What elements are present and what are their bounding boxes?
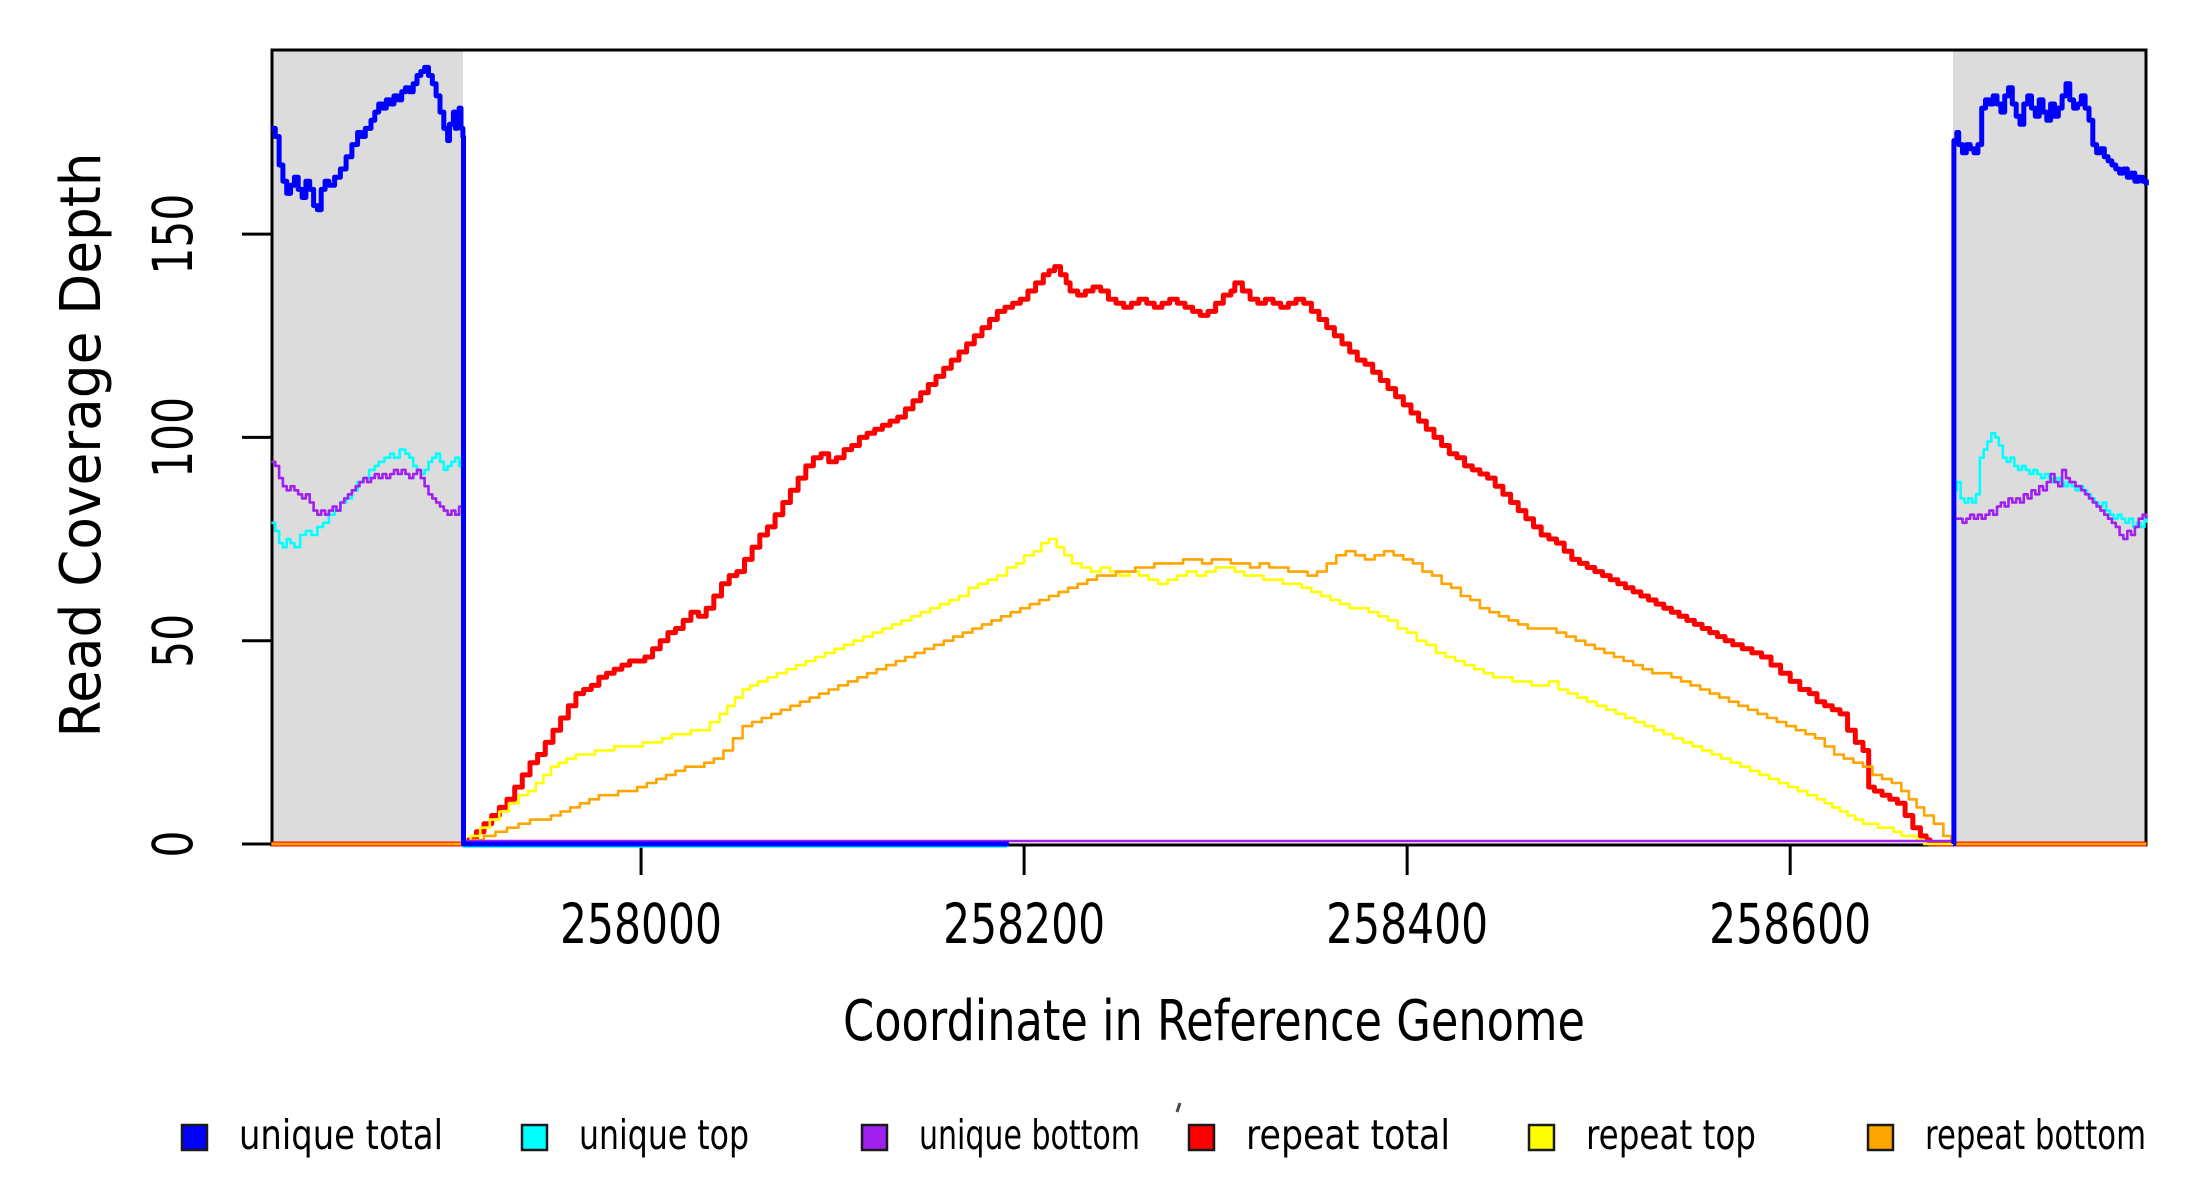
legend-swatch-repeat-top xyxy=(1527,1123,1556,1152)
series-unique-total xyxy=(1951,81,2149,847)
x-tick-label: 258000 xyxy=(560,892,722,956)
legend-label: unique top xyxy=(579,1111,749,1159)
legend-swatch-repeat-total xyxy=(1187,1123,1216,1152)
legend-swatch-unique-top xyxy=(520,1123,549,1152)
highlight-bands xyxy=(271,50,2147,844)
x-tick-label: 258200 xyxy=(943,892,1105,956)
legend-label: repeat top xyxy=(1586,1111,1756,1159)
series-unique-top xyxy=(1952,432,2148,846)
highlight-region xyxy=(1952,50,2147,844)
legend-swatch-unique-total xyxy=(180,1123,209,1152)
series-lines xyxy=(271,64,2149,848)
legend-swatch-unique-bottom xyxy=(860,1123,889,1152)
legend-label: unique bottom xyxy=(919,1111,1140,1159)
plot-border xyxy=(270,48,2148,847)
x-axis-title: Coordinate in Reference Genome xyxy=(843,989,1585,1054)
x-axis: 258000 258200 258400 258600 xyxy=(560,845,1871,956)
y-tick-label: 100 xyxy=(141,397,205,478)
series-repeat-total xyxy=(271,264,2147,847)
legend-label: repeat total xyxy=(1246,1111,1450,1159)
y-axis-title: Read Coverage Depth xyxy=(49,153,114,738)
series-unique-total xyxy=(271,64,1009,847)
legend-label: repeat bottom xyxy=(1925,1111,2146,1159)
legend: unique total unique top unique bottom repea… xyxy=(180,1111,2146,1159)
y-axis: 0 50 100 150 xyxy=(141,194,271,858)
series-repeat-bottom xyxy=(271,549,2147,846)
stray-mark xyxy=(1175,1102,1182,1113)
x-tick-label: 258400 xyxy=(1326,892,1488,956)
plot-box xyxy=(270,48,2148,847)
highlight-region xyxy=(271,50,463,844)
series-unique-top xyxy=(271,448,1007,848)
x-tick-label: 258600 xyxy=(1709,892,1871,956)
y-tick-label: 150 xyxy=(141,194,205,275)
y-tick-label: 50 xyxy=(141,614,205,668)
legend-label: unique total xyxy=(239,1111,443,1159)
legend-swatch-repeat-bottom xyxy=(1866,1123,1895,1152)
y-tick-label: 0 xyxy=(141,831,205,858)
series-repeat-top xyxy=(271,537,2147,846)
